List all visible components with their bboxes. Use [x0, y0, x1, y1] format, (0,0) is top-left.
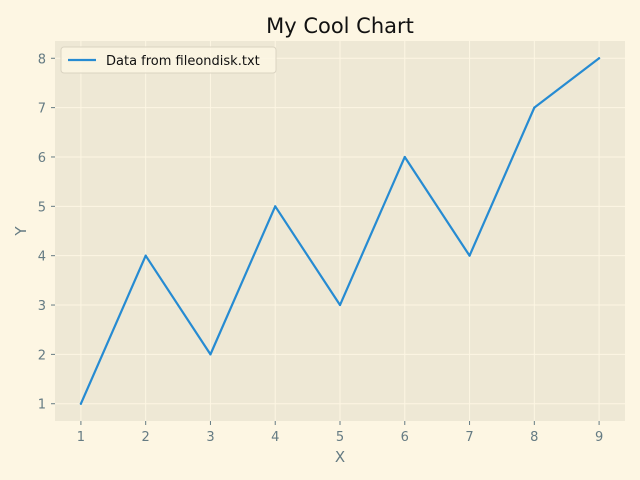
y-tick-label: 2 — [38, 348, 46, 363]
legend: Data from fileondisk.txt — [60, 46, 277, 74]
data-point — [597, 57, 601, 60]
x-tick-label: 9 — [595, 430, 603, 445]
x-tick-label: 6 — [401, 430, 409, 445]
data-point — [79, 402, 83, 405]
data-point — [403, 155, 406, 159]
y-tick-label: 1 — [38, 398, 46, 413]
x-tick-label: 7 — [465, 430, 473, 445]
y-axis-label: Y — [12, 226, 30, 237]
y-tick-label: 5 — [38, 200, 46, 215]
x-tick-label: 1 — [77, 430, 85, 445]
x-tick-label: 5 — [336, 430, 344, 445]
x-tick-label: 4 — [271, 430, 279, 445]
y-tick-label: 6 — [38, 151, 46, 166]
data-point — [468, 254, 471, 257]
y-tick-label: 4 — [38, 250, 46, 265]
x-axis-ticks: 1 2 3 4 5 6 7 8 9 — [77, 421, 603, 445]
x-tick-label: 3 — [206, 430, 214, 445]
y-axis-ticks: 1 2 3 4 5 6 7 8 — [38, 52, 55, 413]
data-point — [533, 106, 536, 109]
data-point — [338, 303, 342, 307]
legend-entry-label: Data from fileondisk.txt — [106, 54, 260, 69]
y-tick-label: 3 — [38, 299, 46, 314]
y-tick-label: 8 — [38, 52, 46, 67]
x-axis-label: X — [335, 448, 345, 466]
series-layer — [79, 57, 601, 405]
y-tick-label: 7 — [38, 102, 46, 117]
chart-title: My Cool Chart — [266, 14, 414, 38]
x-tick-label: 8 — [530, 430, 538, 445]
data-point — [144, 254, 147, 257]
legend-box — [60, 46, 277, 74]
x-tick-label: 2 — [142, 430, 150, 445]
data-point — [274, 205, 277, 208]
grid — [55, 41, 625, 421]
data-point — [209, 353, 212, 356]
